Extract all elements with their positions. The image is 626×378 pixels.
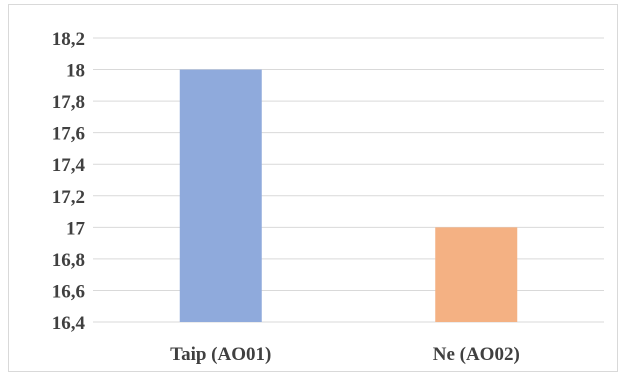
y-tick-label: 17,8 [52, 92, 85, 113]
bar-1 [179, 69, 262, 322]
x-axis-categories: Taip (AO01) Ne (AO02) [170, 344, 520, 365]
x-category-label: Taip (AO01) [170, 344, 271, 365]
y-tick-label: 17,6 [52, 124, 85, 145]
y-tick-label: 18,2 [52, 29, 85, 50]
y-axis-ticks: 16,4 16,6 16,8 17 17,2 17,4 17,6 17,8 18 18,2 [52, 29, 86, 334]
y-tick-label: 16,4 [52, 313, 86, 334]
y-tick-label: 17,4 [52, 155, 86, 176]
y-tick-label: 17,2 [52, 187, 85, 208]
y-tick-label: 18 [66, 61, 85, 82]
y-tick-label: 16,8 [52, 250, 85, 271]
y-tick-label: 16,6 [52, 281, 85, 302]
y-tick-label: 17 [66, 218, 86, 239]
gridlines [93, 37, 604, 323]
x-category-label: Ne (AO02) [433, 344, 520, 365]
bars [179, 69, 518, 322]
bar-2 [435, 227, 518, 322]
